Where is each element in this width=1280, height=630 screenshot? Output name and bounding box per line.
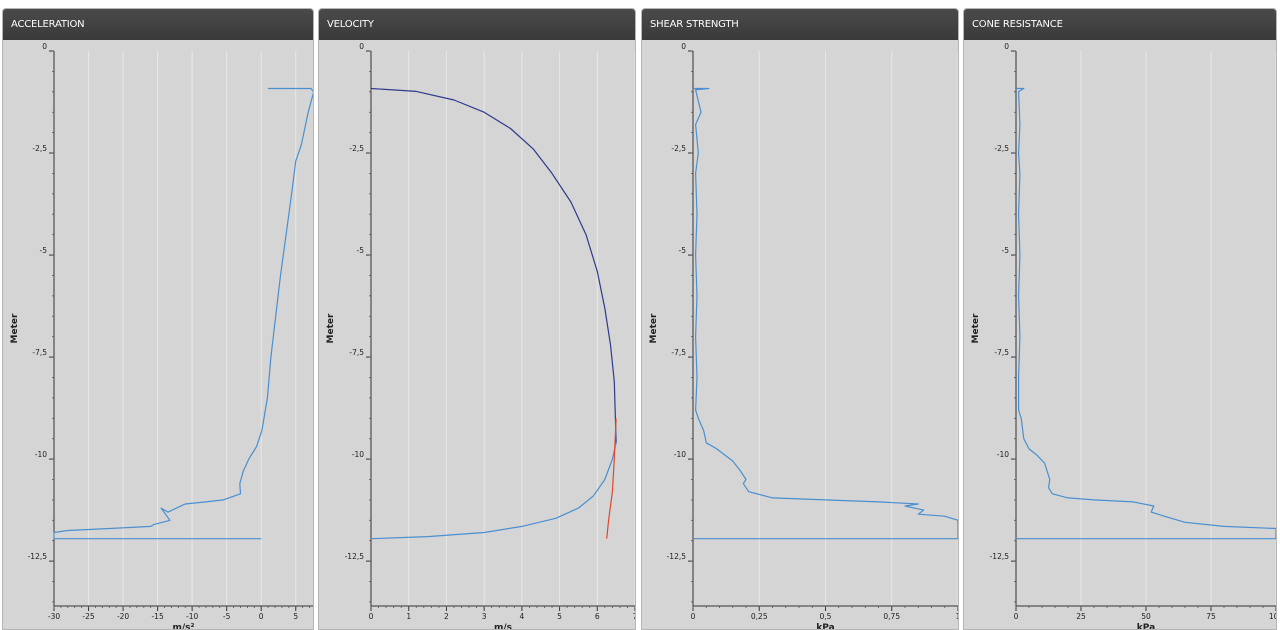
- y-axis-title: Meter: [649, 313, 659, 343]
- velocity-chart: 0 -2,5 -5 -7,5 -10 -12,5 0 1 2 3 4 5 6 7 Meter m/s: [326, 42, 635, 629]
- series-line-0: [53, 87, 313, 540]
- series-line-0: [693, 87, 958, 540]
- acceleration-chart: 0 -2,5 -5 -7,5 -10 -12,5 -30 -25 -20 -15 -10 -5 0 5 Me…: [10, 42, 313, 629]
- y-tick-label: 0: [1004, 42, 1009, 51]
- x-tick-label: 75: [1206, 612, 1216, 621]
- y-axis-title: Meter: [971, 313, 981, 343]
- x-tick-label: 0,25: [751, 612, 768, 621]
- shear-strength-panel: SHEAR STRENGTH 0 -2,5 -5 -7,5 -10 -12,5 0 0,25 0…: [641, 8, 959, 630]
- x-tick-label: 1: [406, 612, 411, 621]
- y-axis-title: Meter: [326, 313, 336, 343]
- x-tick-label: -5: [223, 612, 231, 621]
- shear-strength-panel-title: SHEAR STRENGTH: [642, 9, 958, 40]
- acceleration-panel: ACCELERATION 0 -2,5 -5 -7,5 -10 -12,5 -30 -25 -2…: [2, 8, 314, 630]
- x-tick-label: 4: [519, 612, 524, 621]
- y-tick-label: -7,5: [994, 348, 1009, 357]
- series-line-0: [1016, 87, 1276, 540]
- x-tick-label: 0: [259, 612, 264, 621]
- y-tick-label: -10: [674, 450, 686, 459]
- series-line-0: [370, 87, 617, 443]
- shear-strength-grid: [758, 51, 958, 606]
- x-tick-label: 25: [1076, 612, 1086, 621]
- y-tick-label: -2,5: [349, 144, 364, 153]
- x-tick-label: 0: [369, 612, 374, 621]
- x-axis-title: m/s: [494, 623, 512, 629]
- y-tick-label: -5: [357, 246, 365, 255]
- x-tick-label: 100: [1269, 612, 1276, 621]
- x-tick-label: -10: [186, 612, 198, 621]
- y-tick-label: -2,5: [671, 144, 686, 153]
- y-tick-label: -2,5: [32, 144, 47, 153]
- x-tick-label: -25: [82, 612, 94, 621]
- x-tick-label: 7: [633, 612, 635, 621]
- x-tick-label: 0,5: [820, 612, 832, 621]
- acceleration-grid: [88, 51, 297, 606]
- y-tick-label: -7,5: [32, 348, 47, 357]
- series-line-1: [370, 442, 617, 540]
- velocity-panel-title: VELOCITY: [319, 9, 635, 40]
- x-tick-label: 6: [595, 612, 600, 621]
- y-tick-label: -10: [35, 450, 47, 459]
- y-tick-label: -10: [997, 450, 1009, 459]
- y-tick-label: -12,5: [667, 552, 687, 561]
- x-axis-title: kPa: [816, 623, 834, 629]
- y-tick-label: -12,5: [28, 552, 48, 561]
- x-tick-label: 5: [557, 612, 562, 621]
- series-line-2: [606, 418, 617, 539]
- x-tick-label: 0: [1014, 612, 1019, 621]
- y-tick-label: -2,5: [994, 144, 1009, 153]
- cone-resistance-grid: [1080, 51, 1276, 606]
- y-tick-label: 0: [42, 42, 47, 51]
- y-tick-label: -5: [679, 246, 687, 255]
- x-axis-title: m/s²: [173, 623, 195, 629]
- acceleration-panel-title: ACCELERATION: [3, 9, 313, 40]
- cone-resistance-chart: 0 -2,5 -5 -7,5 -10 -12,5 0 25 50 75 100 Meter kPa: [971, 42, 1276, 629]
- velocity-grid: [408, 51, 635, 606]
- y-axis-title: Meter: [10, 313, 20, 343]
- cone-resistance-panel: CONE RESISTANCE 0 -2,5 -5 -7,5 -10 -12,5 0 25 50…: [963, 8, 1277, 630]
- y-tick-label: -5: [1002, 246, 1010, 255]
- x-tick-label: 5: [293, 612, 298, 621]
- y-tick-label: -7,5: [349, 348, 364, 357]
- shear-strength-chart: 0 -2,5 -5 -7,5 -10 -12,5 0 0,25 0,5 0,75 1 Meter kPa: [649, 42, 958, 629]
- y-tick-label: -12,5: [990, 552, 1010, 561]
- x-tick-label: 50: [1141, 612, 1151, 621]
- x-tick-label: -20: [117, 612, 129, 621]
- x-tick-label: 2: [444, 612, 449, 621]
- x-tick-label: 3: [482, 612, 487, 621]
- y-tick-label: -12,5: [345, 552, 365, 561]
- x-tick-label: -15: [151, 612, 163, 621]
- y-tick-label: 0: [681, 42, 686, 51]
- y-tick-label: -10: [352, 450, 364, 459]
- x-tick-label: 0,75: [883, 612, 900, 621]
- x-axis-title: kPa: [1137, 623, 1155, 629]
- x-tick-label: 1: [956, 612, 958, 621]
- x-tick-label: -30: [48, 612, 60, 621]
- velocity-panel: VELOCITY 0 -2,5 -5 -7,5 -10 -12,5 0 1 2 3 4 5 6 7 Mete…: [318, 8, 636, 630]
- y-tick-label: -5: [40, 246, 48, 255]
- x-tick-label: 0: [691, 612, 696, 621]
- y-tick-label: -7,5: [671, 348, 686, 357]
- y-tick-label: 0: [359, 42, 364, 51]
- cone-resistance-panel-title: CONE RESISTANCE: [964, 9, 1276, 40]
